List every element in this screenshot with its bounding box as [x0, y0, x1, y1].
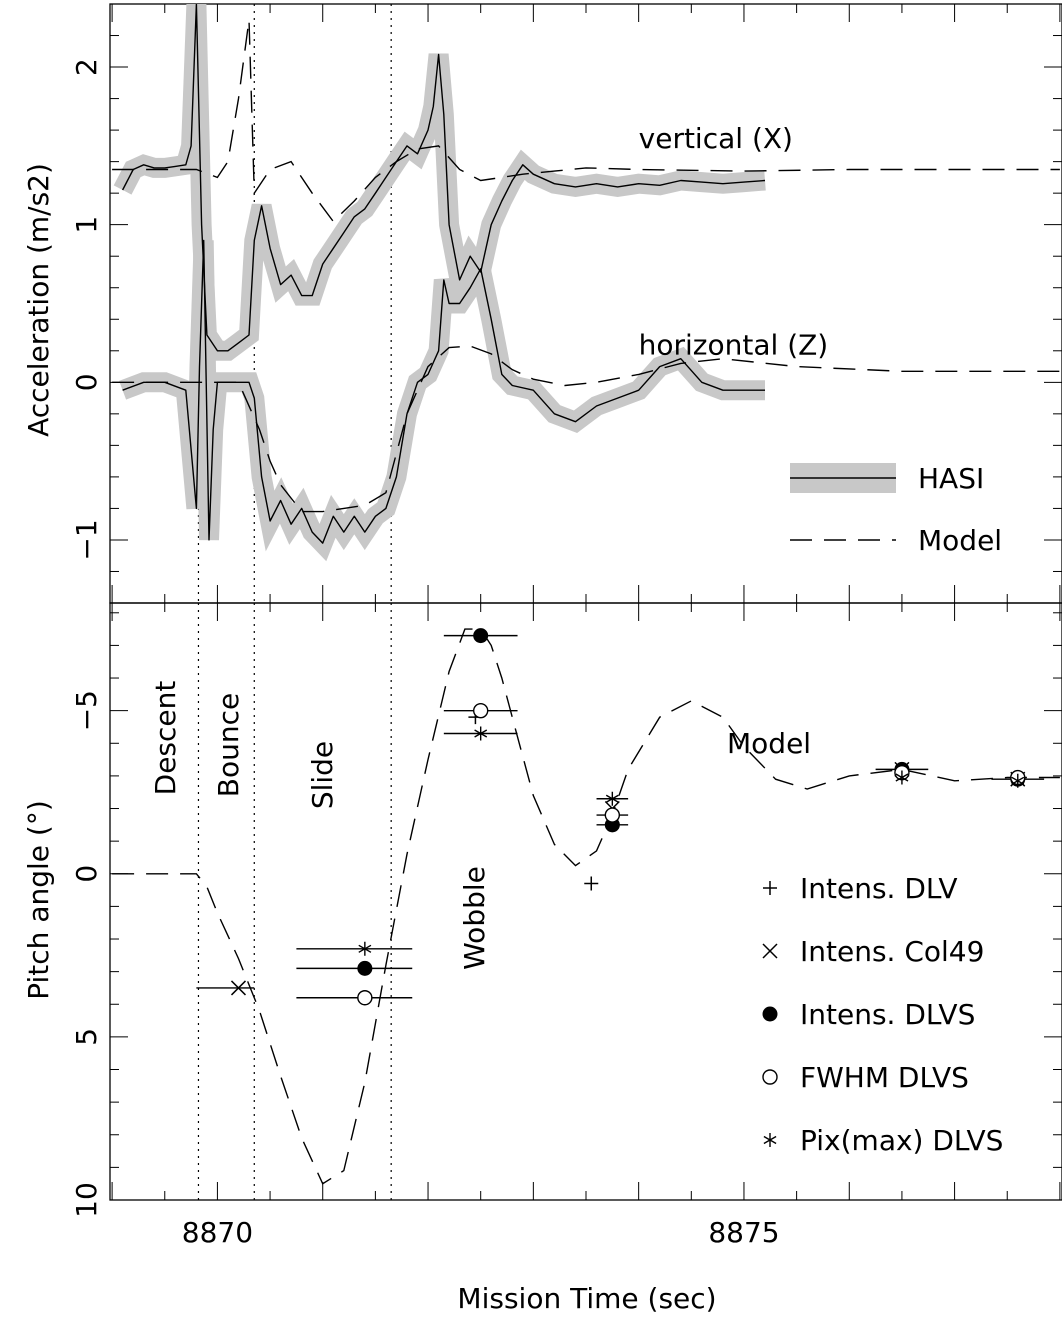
acceleration-panel: −1 0 1 2 vertical (X) horizontal (Z) HASI Model	[70, 3, 1062, 604]
pitch-angle-y-axis-label: Pitch angle (°)	[22, 800, 55, 1000]
y-tick-label-top: 1	[70, 216, 103, 234]
curve-label: vertical (X)	[639, 122, 793, 155]
top-plot-area	[112, 4, 1060, 562]
point-x	[230, 980, 247, 996]
phase-label-descent: Descent	[149, 681, 182, 796]
x-tick-label-8870: 8870	[182, 1216, 253, 1249]
x-tick-label-8875: 8875	[708, 1216, 779, 1249]
y-tick-label-bottom: 10	[70, 1182, 103, 1218]
legend-marker-open-circle	[762, 1069, 778, 1085]
point-open-circle	[357, 990, 373, 1006]
hasi-line-horizontal	[122, 239, 765, 544]
legend-label: Intens. Col49	[800, 935, 984, 968]
point-asterisk	[605, 791, 619, 806]
legend-label: Pix(max) DLVS	[800, 1124, 1003, 1157]
bottom-legend: Intens. DLV Intens. Col49 Intens. DLVS FWHM…	[762, 872, 1003, 1157]
point-asterisk	[1011, 773, 1025, 788]
curve-label: horizontal (Z)	[639, 328, 829, 361]
phase-label-slide: Slide	[306, 741, 339, 809]
legend-marker-asterisk	[763, 1133, 777, 1147]
point-plus	[584, 876, 599, 891]
point-asterisk	[474, 726, 488, 741]
model-line-vertical	[112, 19, 1060, 223]
top-legend: HASI Model	[790, 462, 1002, 557]
point-asterisk	[895, 770, 909, 785]
legend-label: Intens. DLV	[800, 872, 958, 905]
legend-label: FWHM DLVS	[800, 1061, 969, 1094]
y-tick-label-top: 0	[70, 373, 103, 391]
point-filled-circle	[473, 628, 489, 644]
hasi-line-vertical	[121, 4, 766, 352]
phase-label-wobble: Wobble	[458, 866, 491, 970]
legend-label: Intens. DLVS	[800, 998, 975, 1031]
point-open-circle	[604, 807, 621, 823]
pitch-model-curve	[112, 628, 1060, 1185]
y-tick-label-top: −1	[70, 519, 103, 560]
legend-marker-plus	[763, 881, 777, 895]
pitch-model-label: Model	[727, 727, 811, 760]
bottom-plot-area	[112, 628, 1060, 1185]
y-tick-label-bottom: 0	[70, 865, 103, 883]
y-tick-label-bottom: −5	[70, 690, 103, 731]
mission-time-x-axis-label: Mission Time (sec)	[457, 1282, 716, 1315]
y-tick-label-bottom: 5	[70, 1028, 103, 1046]
point-asterisk	[358, 941, 372, 956]
legend-marker-filled-circle	[762, 1006, 778, 1022]
model-line-horizontal	[112, 345, 1060, 513]
point-open-circle	[472, 702, 489, 719]
point-filled-circle	[357, 960, 373, 976]
acceleration-y-axis-label: Acceleration (m/s2)	[22, 163, 55, 437]
legend-marker-x	[762, 943, 778, 959]
y-tick-label-top: 2	[70, 58, 103, 76]
pitch-angle-panel: 8870 8875 −5 0 5 10 Descent Bounce Slide Wobble Mo…	[70, 602, 1062, 1249]
legend-model-label: Model	[918, 524, 1002, 557]
legend-hasi-label: HASI	[918, 462, 984, 495]
phase-label-bounce: Bounce	[212, 693, 245, 797]
